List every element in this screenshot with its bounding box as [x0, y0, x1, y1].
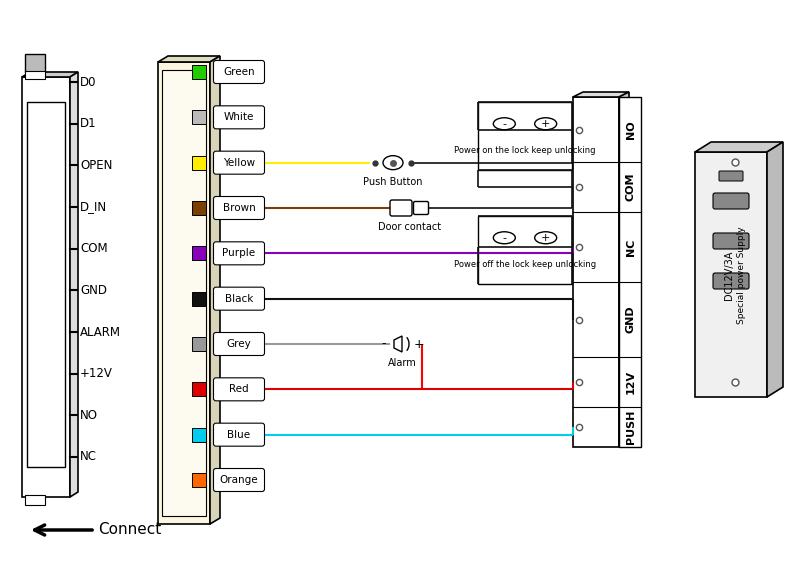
Bar — [478, 216, 572, 284]
Text: Special power Supply: Special power Supply — [737, 226, 746, 324]
Text: D0: D0 — [80, 75, 97, 88]
Bar — [478, 102, 572, 170]
Text: -: - — [502, 233, 506, 243]
Text: D1: D1 — [80, 117, 97, 130]
FancyBboxPatch shape — [214, 287, 265, 310]
Text: OPEN: OPEN — [80, 159, 112, 172]
Polygon shape — [695, 142, 783, 152]
Text: D_IN: D_IN — [80, 201, 107, 214]
FancyBboxPatch shape — [713, 193, 749, 209]
Bar — [22, 77, 70, 497]
FancyBboxPatch shape — [214, 61, 265, 84]
Ellipse shape — [534, 118, 557, 130]
Text: Purple: Purple — [222, 248, 255, 259]
Polygon shape — [573, 92, 629, 97]
Text: +: + — [414, 338, 425, 351]
Text: Brown: Brown — [222, 203, 255, 213]
Bar — [162, 70, 206, 516]
Text: NO: NO — [80, 409, 98, 422]
Ellipse shape — [383, 156, 403, 170]
Text: -: - — [382, 338, 386, 351]
Text: White: White — [224, 112, 254, 123]
Ellipse shape — [494, 118, 515, 130]
Text: Connect: Connect — [98, 523, 162, 537]
FancyBboxPatch shape — [214, 106, 265, 129]
Text: Yellow: Yellow — [223, 158, 255, 167]
FancyBboxPatch shape — [713, 273, 749, 289]
Bar — [192, 382, 206, 396]
Polygon shape — [158, 56, 220, 62]
Bar — [192, 292, 206, 306]
Bar — [695, 152, 767, 397]
FancyBboxPatch shape — [719, 171, 743, 181]
Text: +: + — [541, 119, 550, 129]
Ellipse shape — [534, 232, 557, 244]
Text: NO: NO — [626, 120, 636, 139]
FancyBboxPatch shape — [214, 197, 265, 220]
Bar — [573, 97, 619, 447]
Text: ALARM: ALARM — [80, 325, 121, 338]
Polygon shape — [619, 92, 629, 447]
FancyBboxPatch shape — [214, 423, 265, 446]
Bar — [25, 495, 45, 505]
Text: Power off the lock keep unlocking: Power off the lock keep unlocking — [454, 260, 596, 269]
Polygon shape — [210, 56, 220, 524]
Text: Alarm: Alarm — [388, 358, 416, 368]
Text: +: + — [541, 233, 550, 243]
FancyBboxPatch shape — [390, 200, 412, 216]
Text: Red: Red — [229, 384, 249, 395]
Bar — [192, 156, 206, 170]
Bar — [192, 201, 206, 215]
Bar — [192, 428, 206, 442]
Bar — [27, 102, 65, 467]
Text: NC: NC — [80, 451, 97, 464]
FancyBboxPatch shape — [214, 151, 265, 174]
Polygon shape — [767, 142, 783, 397]
Text: Green: Green — [223, 67, 255, 77]
Text: NC: NC — [626, 238, 636, 256]
Text: -: - — [502, 119, 506, 129]
Text: GND: GND — [80, 284, 107, 297]
Text: Blue: Blue — [227, 430, 250, 439]
FancyBboxPatch shape — [214, 333, 265, 356]
Ellipse shape — [494, 232, 515, 244]
Text: Power on the lock keep unlocking: Power on the lock keep unlocking — [454, 147, 596, 156]
Text: GND: GND — [626, 306, 636, 333]
Text: PUSH: PUSH — [626, 410, 636, 444]
FancyBboxPatch shape — [214, 242, 265, 265]
Text: Push Button: Push Button — [363, 176, 422, 187]
Bar — [158, 62, 210, 524]
Text: Orange: Orange — [220, 475, 258, 485]
Text: COM: COM — [626, 173, 636, 201]
Bar — [192, 473, 206, 487]
Bar — [192, 246, 206, 260]
Bar — [619, 97, 641, 447]
Bar — [25, 71, 45, 79]
Text: Grey: Grey — [226, 339, 251, 349]
FancyBboxPatch shape — [414, 202, 429, 215]
FancyBboxPatch shape — [214, 378, 265, 401]
Bar — [25, 54, 45, 72]
Text: 12V: 12V — [626, 370, 636, 394]
Bar — [192, 337, 206, 351]
FancyBboxPatch shape — [713, 233, 749, 249]
Polygon shape — [22, 72, 78, 77]
Polygon shape — [70, 72, 78, 497]
Text: +12V: +12V — [80, 367, 113, 380]
Text: DC12V/3A: DC12V/3A — [724, 250, 734, 300]
Bar — [192, 65, 206, 79]
Text: Black: Black — [225, 294, 253, 303]
Text: Door contact: Door contact — [378, 222, 442, 232]
FancyBboxPatch shape — [214, 469, 265, 492]
Bar — [192, 110, 206, 124]
Text: COM: COM — [80, 242, 108, 255]
